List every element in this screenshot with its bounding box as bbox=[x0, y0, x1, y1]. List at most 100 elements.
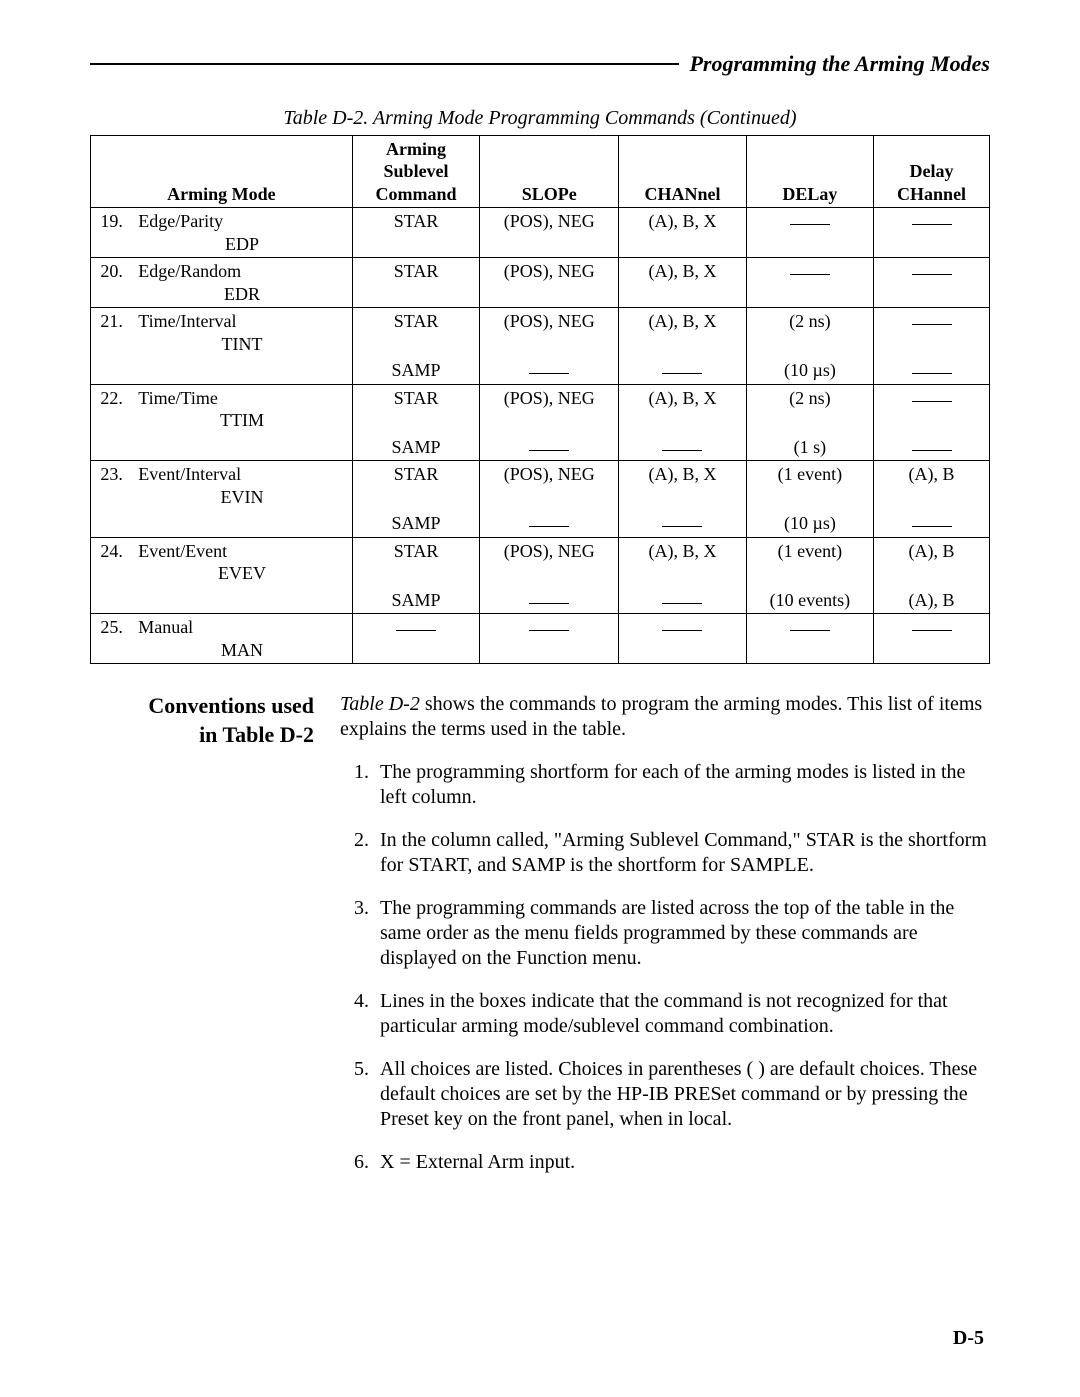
slope-cell bbox=[480, 510, 619, 537]
arming-mode-name: Edge/Parity bbox=[138, 211, 223, 231]
cell-text: (1 event) bbox=[778, 541, 842, 561]
page-header: Programming the Arming Modes bbox=[90, 50, 990, 78]
cell-text: STAR bbox=[394, 541, 439, 561]
delay-cell bbox=[746, 258, 873, 308]
cell-text: SAMP bbox=[392, 437, 441, 457]
dash-icon bbox=[790, 224, 830, 225]
table-row: 23.Event/IntervalEVINSTAR(POS), NEG(A), … bbox=[91, 461, 990, 511]
table-row: SAMP(10 events)(A), B bbox=[91, 587, 990, 614]
cell-text: SAMP bbox=[392, 360, 441, 380]
arming-mode-shortform: EVIN bbox=[138, 486, 346, 509]
channel-cell bbox=[619, 434, 746, 461]
dash-icon bbox=[912, 630, 952, 631]
list-item: The programming commands are listed acro… bbox=[374, 896, 990, 971]
th-cmd-l3: Command bbox=[376, 184, 457, 204]
arming-mode-shortform: TINT bbox=[138, 333, 346, 356]
arming-table: Arming Mode Arming Sublevel Command SLOP… bbox=[90, 135, 990, 665]
page: Programming the Arming Modes Table D-2. … bbox=[0, 0, 1080, 1397]
arming-mode-name: Event/Interval bbox=[138, 464, 241, 484]
arming-mode-name: Manual bbox=[138, 617, 193, 637]
conventions-heading-l1: Conventions used bbox=[148, 693, 314, 718]
table-caption: Table D-2. Arming Mode Programming Comma… bbox=[90, 106, 990, 131]
arming-mode-cell: Edge/RandomEDR bbox=[132, 258, 352, 308]
delay-cell: (1 event) bbox=[746, 537, 873, 587]
arming-mode-cell bbox=[132, 587, 352, 614]
table-row: SAMP (10 µs) bbox=[91, 357, 990, 384]
th-channel: CHANnel bbox=[619, 135, 746, 208]
dash-icon bbox=[529, 373, 569, 374]
delay-channel-cell bbox=[874, 357, 990, 384]
row-number: 25. bbox=[91, 614, 133, 664]
arming-mode-cell: Event/IntervalEVIN bbox=[132, 461, 352, 511]
table-header: Arming Mode Arming Sublevel Command SLOP… bbox=[91, 135, 990, 208]
delay-channel-cell bbox=[874, 258, 990, 308]
conventions-list: The programming shortform for each of th… bbox=[340, 760, 990, 1175]
dash-icon bbox=[912, 401, 952, 402]
conventions-heading: Conventions used in Table D-2 bbox=[90, 692, 340, 1193]
delay-cell: (2 ns) bbox=[746, 384, 873, 434]
cell-text: (A), B, X bbox=[648, 541, 716, 561]
dash-icon bbox=[912, 373, 952, 374]
table-row: 24.Event/EventEVEVSTAR(POS), NEG(A), B, … bbox=[91, 537, 990, 587]
conventions-intro-ital: Table D-2 bbox=[340, 693, 420, 715]
table-row: SAMP (10 µs) bbox=[91, 510, 990, 537]
sublevel-command-cell: STAR bbox=[352, 308, 479, 358]
sublevel-command-cell bbox=[352, 614, 479, 664]
sublevel-command-cell: SAMP bbox=[352, 510, 479, 537]
channel-cell: (A), B, X bbox=[619, 308, 746, 358]
arming-mode-cell: Time/IntervalTINT bbox=[132, 308, 352, 358]
cell-text: (POS), NEG bbox=[504, 311, 595, 331]
sublevel-command-cell: STAR bbox=[352, 461, 479, 511]
row-number bbox=[91, 510, 133, 537]
arming-mode-shortform: TTIM bbox=[138, 409, 346, 432]
dash-icon bbox=[529, 450, 569, 451]
channel-cell bbox=[619, 510, 746, 537]
th-cmd-l1: Arming bbox=[386, 139, 446, 159]
cell-text: (2 ns) bbox=[789, 311, 831, 331]
dash-icon bbox=[529, 526, 569, 527]
arming-mode-cell: Edge/ParityEDP bbox=[132, 208, 352, 258]
cell-text: (1 event) bbox=[778, 464, 842, 484]
conventions-intro-rest: shows the commands to program the arming… bbox=[340, 693, 982, 740]
header-rule bbox=[90, 63, 679, 65]
dash-icon bbox=[912, 224, 952, 225]
dash-icon bbox=[396, 630, 436, 631]
cell-text: (2 ns) bbox=[789, 388, 831, 408]
arming-mode-shortform: EVEV bbox=[138, 562, 346, 585]
delay-channel-cell bbox=[874, 384, 990, 434]
cell-text: (A), B, X bbox=[648, 211, 716, 231]
dash-icon bbox=[790, 630, 830, 631]
arming-mode-name: Time/Time bbox=[138, 388, 218, 408]
cell-text: (10 µs) bbox=[784, 360, 836, 380]
th-cmd: Arming Sublevel Command bbox=[352, 135, 479, 208]
delay-cell: (10 µs) bbox=[746, 357, 873, 384]
arming-mode-name: Event/Event bbox=[138, 541, 227, 561]
dash-icon bbox=[790, 274, 830, 275]
cell-text: (A), B, X bbox=[648, 388, 716, 408]
cell-text: (10 µs) bbox=[784, 513, 836, 533]
delay-channel-cell: (A), B bbox=[874, 587, 990, 614]
row-number bbox=[91, 434, 133, 461]
cell-text: (POS), NEG bbox=[504, 464, 595, 484]
slope-cell bbox=[480, 357, 619, 384]
channel-cell: (A), B, X bbox=[619, 258, 746, 308]
arming-mode-cell bbox=[132, 434, 352, 461]
dash-icon bbox=[662, 603, 702, 604]
sublevel-command-cell: STAR bbox=[352, 258, 479, 308]
th-dchan-l1: Delay bbox=[910, 161, 954, 181]
delay-channel-cell bbox=[874, 434, 990, 461]
dash-icon bbox=[662, 450, 702, 451]
channel-cell: (A), B, X bbox=[619, 208, 746, 258]
cell-text: (A), B bbox=[909, 464, 955, 484]
slope-cell bbox=[480, 434, 619, 461]
arming-mode-name: Edge/Random bbox=[138, 261, 241, 281]
cell-text: STAR bbox=[394, 464, 439, 484]
delay-channel-cell bbox=[874, 308, 990, 358]
arming-mode-cell: ManualMAN bbox=[132, 614, 352, 664]
dash-icon bbox=[662, 526, 702, 527]
list-item: In the column called, "Arming Sublevel C… bbox=[374, 828, 990, 878]
slope-cell: (POS), NEG bbox=[480, 208, 619, 258]
table-row: 21.Time/IntervalTINTSTAR(POS), NEG(A), B… bbox=[91, 308, 990, 358]
th-delay: DELay bbox=[746, 135, 873, 208]
delay-cell bbox=[746, 208, 873, 258]
